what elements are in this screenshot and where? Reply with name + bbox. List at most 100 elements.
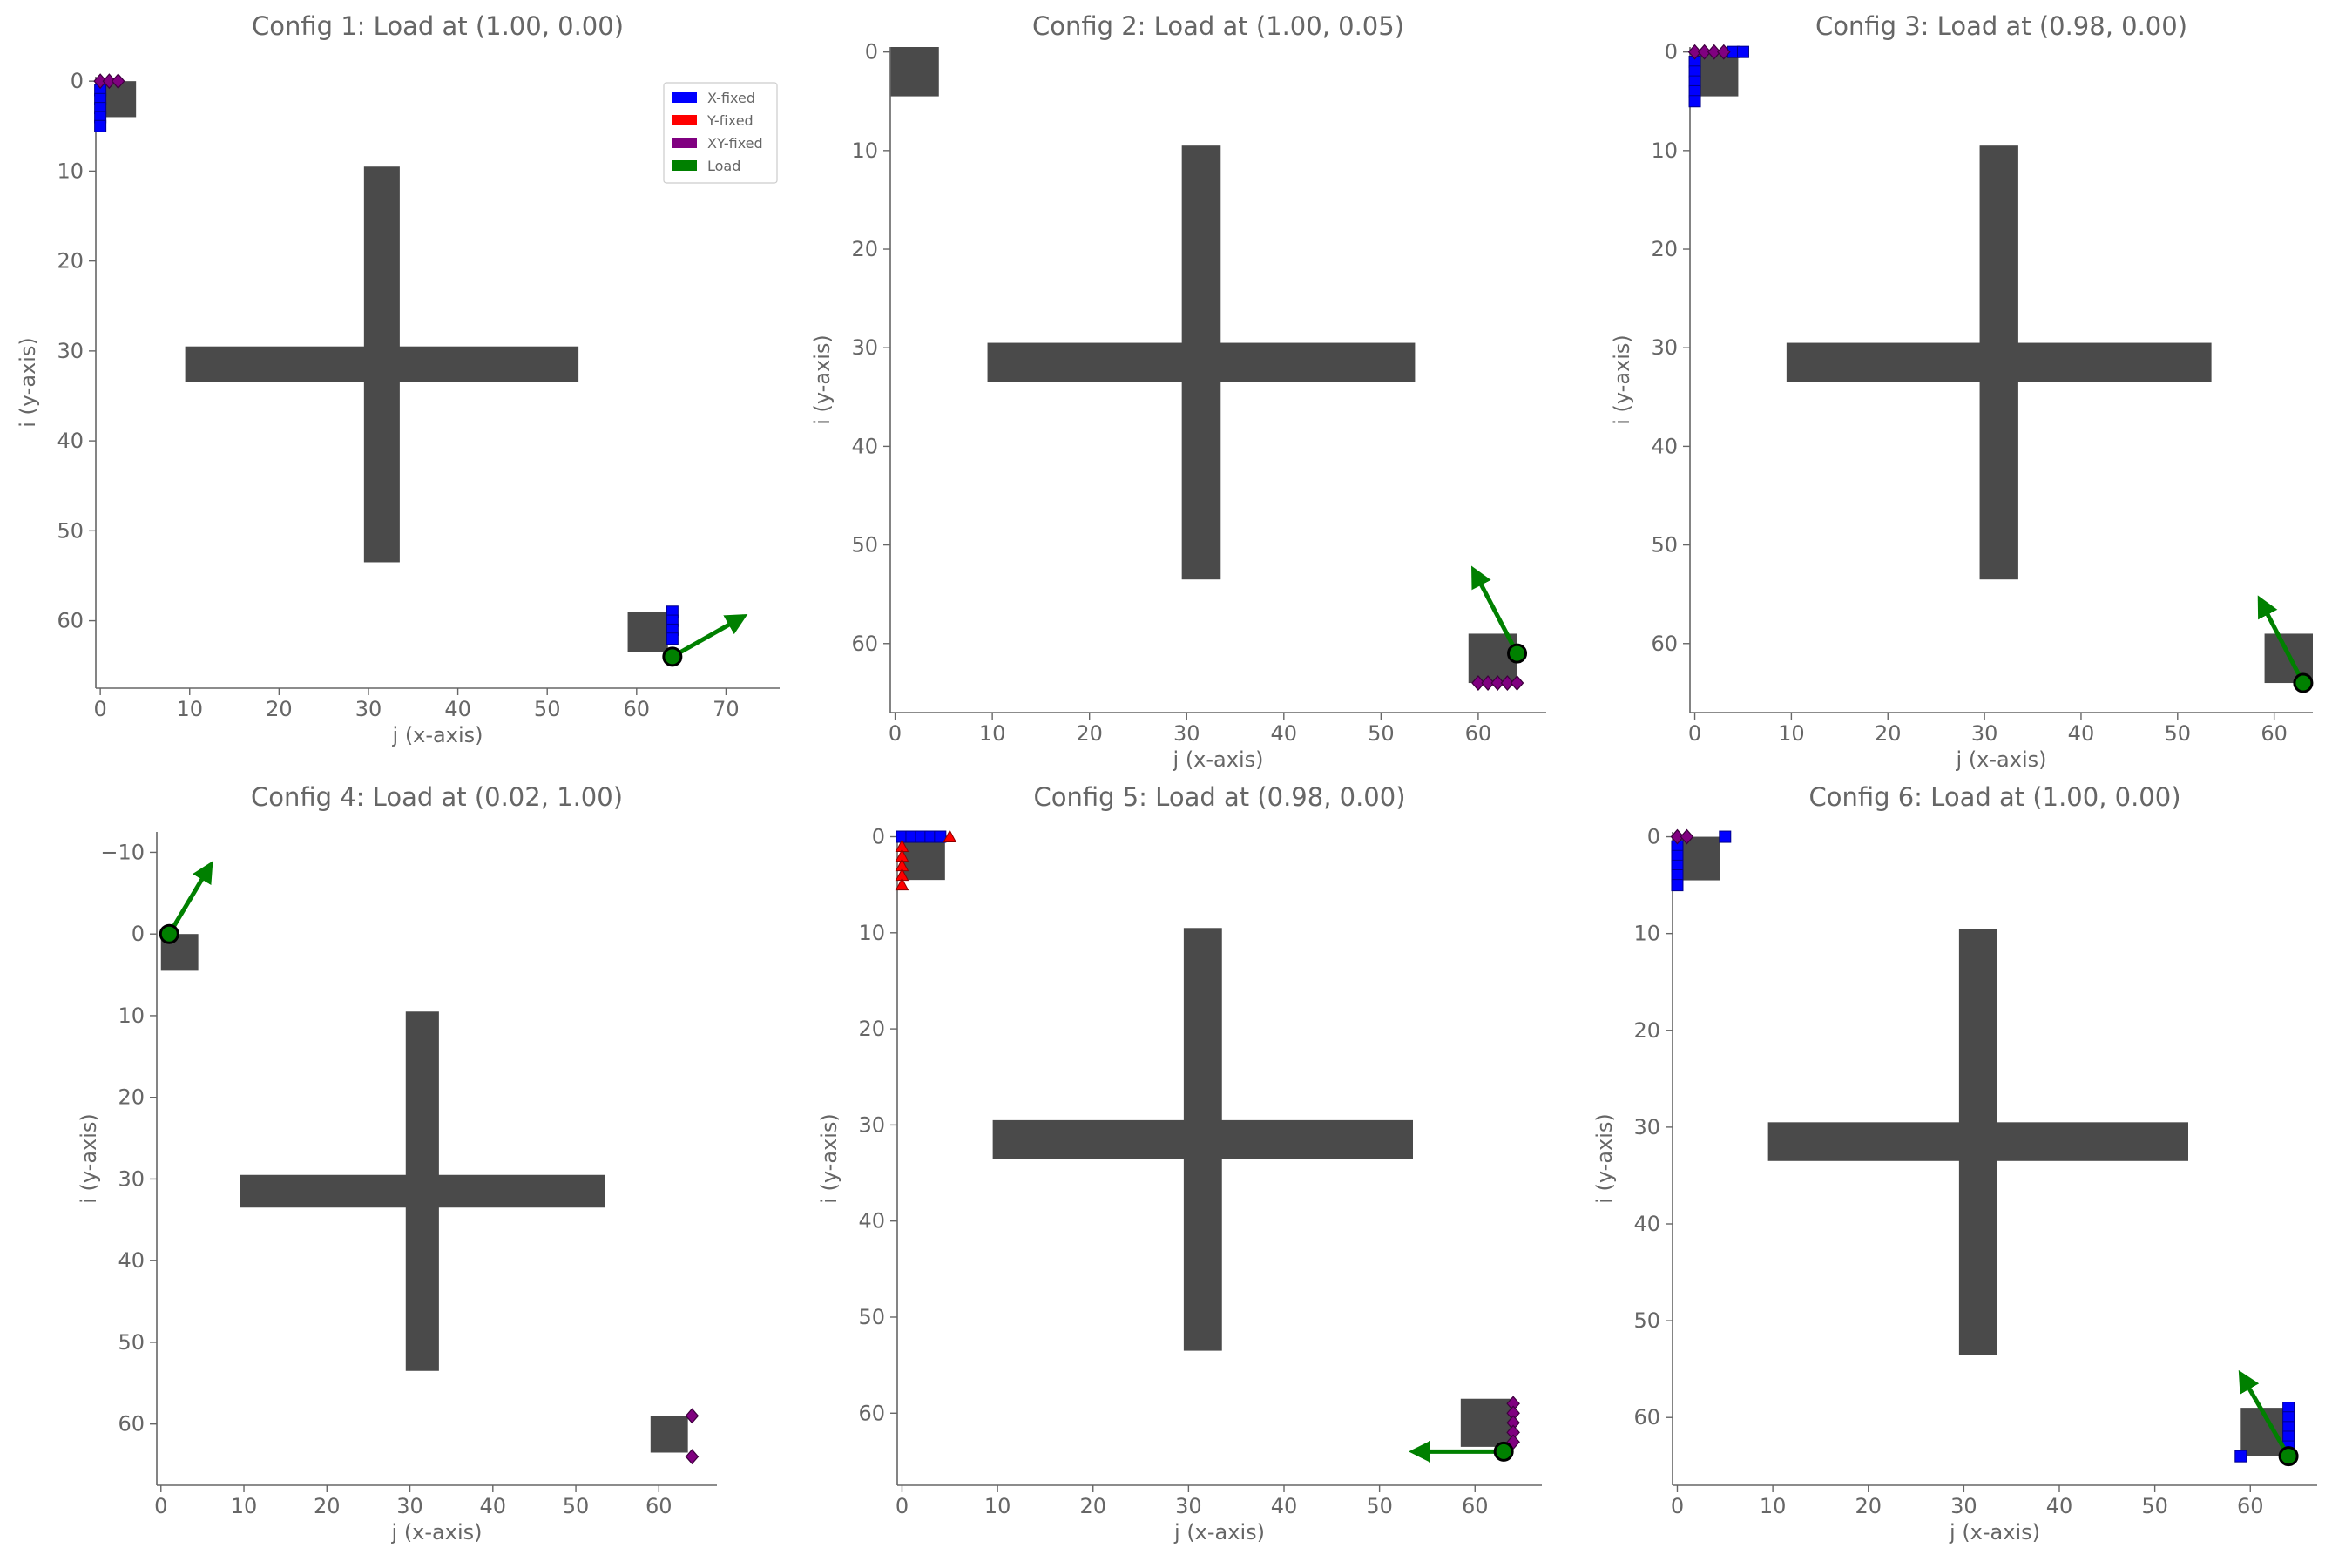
y-tick-label: 20 — [118, 1085, 145, 1110]
panel-title: Config 2: Load at (1.00, 0.05) — [1032, 11, 1404, 41]
legend-swatch — [672, 160, 697, 171]
y-tick-label: 10 — [57, 159, 84, 183]
xy-fixed-marker — [685, 1408, 700, 1424]
solid-block — [1181, 145, 1221, 580]
x-tick-label: 10 — [176, 697, 203, 721]
xy-fixed-marker — [1471, 675, 1485, 691]
legend-label: Y-fixed — [706, 112, 754, 129]
x-axis-label: j (x-axis) — [1949, 1520, 2040, 1544]
x-tick-label: 0 — [1671, 1494, 1684, 1518]
x-tick-label: 0 — [154, 1494, 167, 1518]
y-tick-label: 60 — [1651, 632, 1678, 656]
y-tick-label: 50 — [858, 1305, 885, 1329]
y-tick-label: 60 — [118, 1412, 145, 1436]
xy-fixed-marker — [1670, 828, 1685, 845]
legend-swatch — [672, 92, 697, 103]
xy-fixed-marker — [1717, 44, 1731, 60]
x-fixed-marker — [666, 632, 679, 645]
load-arrow — [2238, 1369, 2291, 1457]
x-tick-label: 20 — [1855, 1494, 1882, 1518]
x-tick-label: 40 — [480, 1494, 507, 1518]
load-point — [2293, 672, 2314, 693]
panel-3: Config 3: Load at (0.98, 0.00) 0 10 20 30 40 5… — [1610, 11, 2314, 772]
x-fixed-marker — [2234, 1450, 2247, 1463]
y-tick-label: 20 — [57, 249, 84, 274]
solid-block — [890, 47, 939, 97]
solid-block — [1958, 929, 1997, 1355]
x-axis-label: j (x-axis) — [391, 1520, 483, 1544]
y-tick-label: 0 — [1665, 40, 1678, 64]
panel-5: Config 5: Load at (0.98, 0.00) 0 10 20 30 40 5… — [817, 782, 1542, 1544]
x-tick-label: 40 — [1271, 1494, 1298, 1518]
x-tick-label: 40 — [2068, 721, 2095, 746]
legend-label: Load — [707, 158, 740, 174]
y-axis-label: i (y-axis) — [1610, 335, 1634, 425]
xy-fixed-marker — [93, 73, 107, 90]
y-tick-label: 10 — [858, 921, 885, 945]
x-tick-label: 50 — [2165, 721, 2192, 746]
y-tick-label: 40 — [1651, 434, 1678, 458]
y-tick-label: 20 — [1651, 237, 1678, 261]
y-tick-label: 0 — [865, 40, 878, 64]
xy-fixed-marker — [1490, 675, 1505, 691]
x-axis-label: j (x-axis) — [392, 723, 483, 747]
panel-2: Config 2: Load at (1.00, 0.05) 0 10 20 30 40 5… — [810, 11, 1546, 772]
legend-swatch — [672, 138, 697, 148]
y-tick-label: 20 — [1633, 1018, 1660, 1043]
solid-block — [627, 612, 668, 652]
x-tick-label: 60 — [1462, 1494, 1489, 1518]
y-tick-label: 10 — [1633, 922, 1660, 946]
y-tick-label: 40 — [858, 1209, 885, 1233]
y-tick-label: 50 — [57, 518, 84, 543]
x-tick-label: 10 — [1760, 1494, 1787, 1518]
y-tick-label: 50 — [851, 533, 878, 558]
xy-fixed-marker — [1481, 675, 1495, 691]
panel-title: Config 1: Load at (1.00, 0.00) — [252, 11, 624, 41]
y-tick-label: 40 — [118, 1248, 145, 1273]
x-tick-label: 60 — [645, 1494, 672, 1518]
xy-fixed-marker — [1687, 44, 1702, 60]
solid-block — [650, 1416, 688, 1453]
x-tick-label: 40 — [1271, 721, 1298, 746]
y-tick-label: 10 — [1651, 139, 1678, 163]
load-point — [1493, 1441, 1514, 1462]
x-tick-label: 50 — [534, 697, 561, 721]
x-tick-label: 30 — [1950, 1494, 1977, 1518]
load-arrow — [2257, 595, 2306, 685]
x-axis-label: j (x-axis) — [1173, 1520, 1265, 1544]
solid-block — [405, 1011, 439, 1371]
y-tick-label: 60 — [1633, 1405, 1660, 1429]
solid-block — [1677, 836, 1720, 881]
load-point — [662, 646, 683, 667]
y-tick-label: 10 — [851, 139, 878, 163]
panel-6: Config 6: Load at (1.00, 0.00) 0 10 20 30 40 5… — [1592, 782, 2317, 1544]
solid-block — [1979, 145, 2018, 580]
x-tick-label: 60 — [2261, 721, 2288, 746]
x-tick-label: 30 — [396, 1494, 423, 1518]
y-tick-label: 50 — [1651, 533, 1678, 558]
y-tick-label: 60 — [858, 1401, 885, 1425]
x-axis-label: j (x-axis) — [1956, 747, 2047, 772]
x-tick-label: 60 — [2237, 1494, 2264, 1518]
x-tick-label: 30 — [355, 697, 382, 721]
x-fixed-marker — [94, 119, 107, 132]
legend-swatch — [672, 115, 697, 125]
y-tick-label: 30 — [1651, 335, 1678, 360]
panel-1: Config 1: Load at (1.00, 0.00) 0 10 20 30 40 5… — [16, 11, 780, 747]
y-tick-label: 50 — [1633, 1308, 1660, 1333]
xy-fixed-marker — [1680, 828, 1694, 845]
xy-fixed-marker — [1510, 675, 1524, 691]
panel-title: Config 4: Load at (0.02, 1.00) — [251, 782, 623, 812]
x-tick-label: 30 — [1173, 721, 1200, 746]
xy-fixed-marker — [685, 1449, 700, 1465]
x-fixed-marker — [934, 830, 947, 843]
load-point — [2278, 1446, 2299, 1467]
y-tick-label: 40 — [57, 429, 84, 453]
x-axis-label: j (x-axis) — [1173, 747, 1264, 772]
y-axis-label: i (y-axis) — [817, 1113, 841, 1204]
xy-fixed-marker — [1697, 44, 1712, 60]
y-tick-label: 60 — [851, 632, 878, 656]
legend-box — [663, 82, 778, 184]
x-tick-label: 40 — [2046, 1494, 2073, 1518]
x-tick-label: 30 — [1971, 721, 1998, 746]
